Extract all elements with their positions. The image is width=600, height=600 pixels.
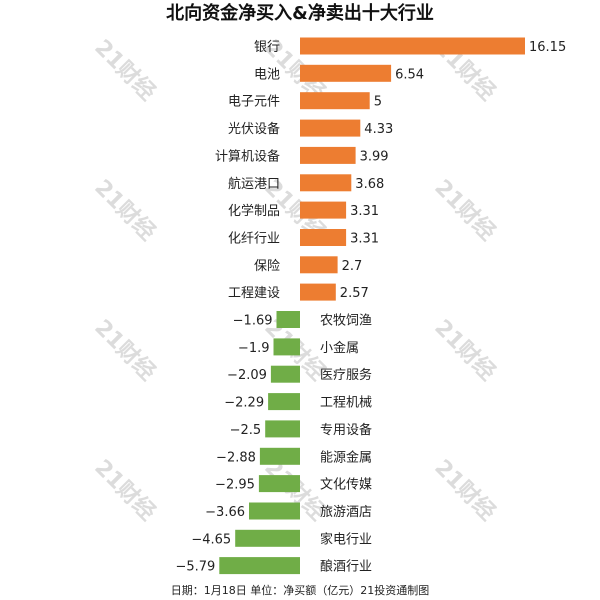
value-label-11: −1.9 bbox=[238, 341, 270, 356]
bar-18 bbox=[235, 529, 300, 547]
category-label-8: 保险 bbox=[254, 259, 280, 274]
value-label-16: −2.95 bbox=[215, 478, 255, 493]
watermark-6: 21财经 bbox=[89, 314, 160, 385]
category-label-13: 工程机械 bbox=[320, 396, 372, 411]
value-label-2: 5 bbox=[374, 95, 382, 110]
category-label-11: 小金属 bbox=[320, 340, 359, 356]
bar-19 bbox=[219, 557, 300, 575]
bar-10 bbox=[276, 311, 300, 328]
bar-8 bbox=[300, 256, 338, 274]
bar-6 bbox=[300, 201, 347, 219]
value-label-4: 3.99 bbox=[360, 149, 389, 164]
watermark-8: 21财经 bbox=[429, 314, 500, 385]
value-label-17: −3.66 bbox=[205, 505, 245, 520]
value-label-6: 3.31 bbox=[350, 204, 379, 219]
value-label-19: −5.79 bbox=[175, 560, 215, 575]
bar-17 bbox=[249, 502, 300, 520]
bar-9 bbox=[300, 283, 336, 301]
bars-group: 银行 16.15 电池 6.54 电子元件 5 光伏设备 4.33 计算机设备 3.99 航运港口 3… bbox=[175, 37, 566, 575]
bar-1 bbox=[300, 64, 392, 82]
bar-12 bbox=[270, 365, 300, 383]
category-label-10: 农牧饲渔 bbox=[320, 314, 372, 329]
category-label-7: 化纤行业 bbox=[228, 232, 280, 247]
chart-title: 北向资金净买入&净卖出十大行业 bbox=[166, 2, 434, 24]
category-label-0: 银行 bbox=[254, 40, 280, 55]
category-label-19: 酿酒行业 bbox=[320, 559, 372, 575]
value-label-12: −2.09 bbox=[227, 368, 267, 383]
watermark-11: 21财经 bbox=[429, 454, 500, 525]
value-label-7: 3.31 bbox=[350, 232, 379, 247]
value-label-10: −1.69 bbox=[233, 314, 273, 329]
watermark-3: 21财经 bbox=[89, 174, 160, 245]
category-label-6: 化学制品 bbox=[228, 203, 280, 219]
chart-footer: 日期：1月18日 单位：净买额（亿元）21投资通制图 bbox=[171, 583, 430, 597]
value-label-8: 2.7 bbox=[342, 259, 363, 274]
category-label-2: 电子元件 bbox=[228, 95, 280, 110]
value-label-15: −2.88 bbox=[216, 450, 256, 465]
watermark-0: 21财经 bbox=[89, 34, 160, 105]
bar-15 bbox=[259, 447, 300, 465]
value-label-3: 4.33 bbox=[364, 122, 393, 137]
bar-0 bbox=[300, 37, 525, 55]
value-label-13: −2.29 bbox=[224, 396, 264, 411]
watermark-9: 21财经 bbox=[89, 454, 160, 525]
category-label-17: 旅游酒店 bbox=[320, 505, 372, 520]
category-label-3: 光伏设备 bbox=[228, 121, 280, 137]
value-label-5: 3.68 bbox=[355, 177, 384, 192]
category-label-12: 医疗服务 bbox=[320, 367, 372, 383]
bar-2 bbox=[300, 92, 370, 110]
category-label-5: 航运港口 bbox=[228, 176, 280, 192]
bar-16 bbox=[258, 475, 300, 493]
category-label-9: 工程建设 bbox=[228, 286, 280, 301]
bar-11 bbox=[273, 338, 300, 356]
category-label-18: 家电行业 bbox=[320, 531, 372, 547]
bar-3 bbox=[300, 119, 361, 137]
value-label-0: 16.15 bbox=[529, 40, 566, 55]
value-label-9: 2.57 bbox=[340, 286, 369, 301]
value-label-14: −2.5 bbox=[230, 423, 262, 438]
bar-7 bbox=[300, 229, 347, 246]
value-label-1: 6.54 bbox=[395, 67, 424, 82]
value-label-18: −4.65 bbox=[191, 532, 231, 547]
bar-13 bbox=[268, 393, 300, 411]
category-label-16: 文化传媒 bbox=[320, 478, 372, 493]
bar-4 bbox=[300, 146, 356, 164]
bar-5 bbox=[300, 174, 352, 192]
category-label-15: 能源金属 bbox=[320, 449, 372, 465]
category-label-1: 电池 bbox=[254, 67, 280, 82]
bar-14 bbox=[265, 420, 300, 438]
category-label-14: 专用设备 bbox=[320, 422, 372, 438]
category-label-4: 计算机设备 bbox=[215, 148, 280, 164]
watermark-5: 21财经 bbox=[429, 174, 500, 245]
